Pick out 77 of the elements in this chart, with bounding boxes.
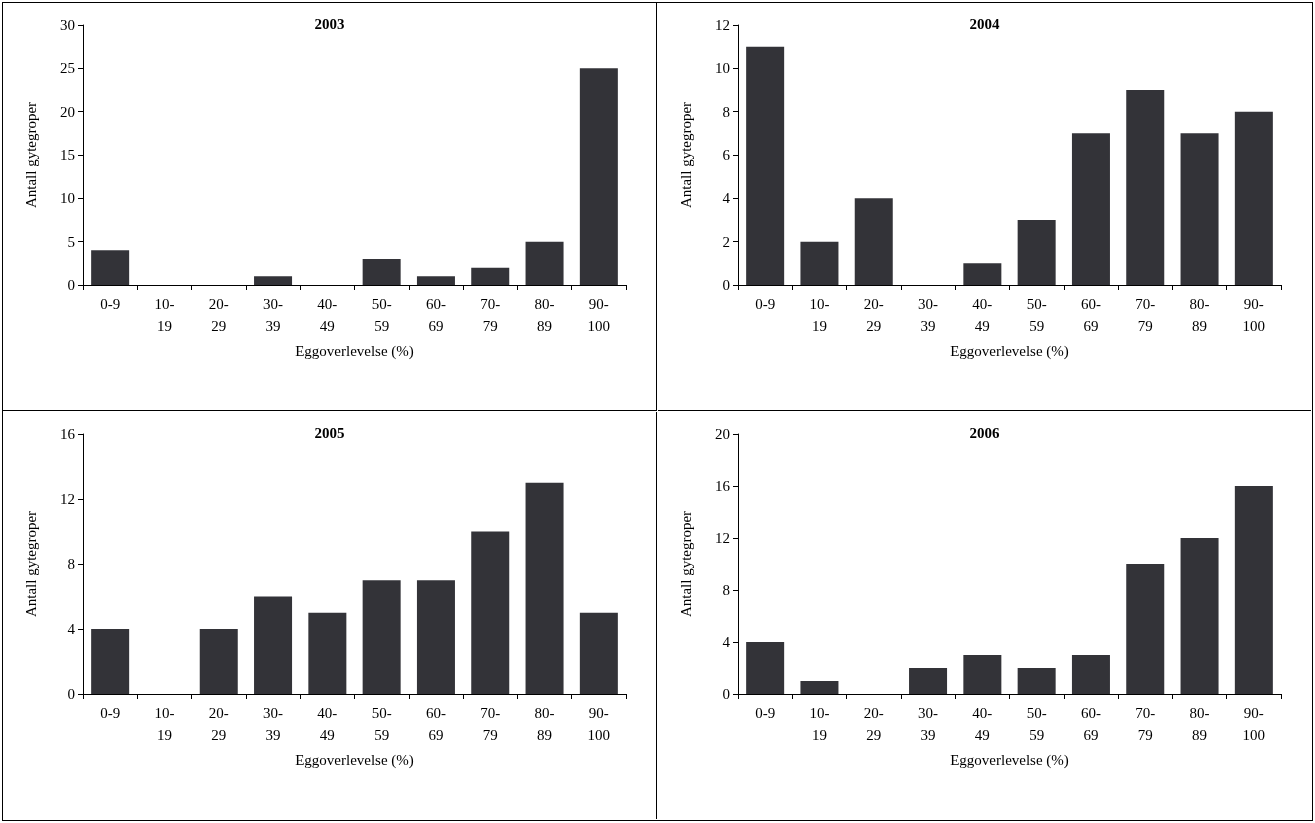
x-tick-label: 90-100 <box>587 296 611 334</box>
y-tick-label: 16 <box>715 478 731 494</box>
y-tick-label: 25 <box>60 60 75 77</box>
y-tick-label: 12 <box>715 17 730 33</box>
x-tick-label: 0-9 <box>100 705 121 721</box>
chart-title: 2006 <box>969 424 1000 441</box>
y-tick-label: 15 <box>60 147 75 163</box>
x-tick-label: 50-59 <box>1026 296 1047 334</box>
x-tick-label: 70-79 <box>1135 296 1156 334</box>
y-tick-label: 12 <box>60 491 75 507</box>
x-tick-label: 60-69 <box>425 296 446 334</box>
y-tick-label: 4 <box>722 634 731 650</box>
y-tick-label: 16 <box>60 426 76 442</box>
x-tick-label: 50-59 <box>371 705 392 743</box>
x-tick-label: 10-19 <box>154 296 175 334</box>
x-tick-label: 50-59 <box>371 296 392 334</box>
x-tick-label: 20-29 <box>208 705 229 743</box>
x-axis-title: Eggoverlevelse (%) <box>950 342 1069 360</box>
x-tick-label: 0-9 <box>755 705 776 721</box>
x-tick-label: 50-59 <box>1026 705 1047 743</box>
y-tick-label: 20 <box>715 426 730 442</box>
x-tick-label: 40-49 <box>317 296 338 334</box>
x-tick-label: 80-89 <box>534 296 555 334</box>
x-axis-title: Eggoverlevelse (%) <box>295 751 414 769</box>
y-tick-label: 5 <box>67 233 75 250</box>
x-tick-label: 0-9 <box>755 296 776 312</box>
chart-title: 2005 <box>314 424 345 441</box>
x-tick-label: 90-100 <box>1242 705 1266 743</box>
y-tick-label: 12 <box>715 530 730 546</box>
x-tick-label: 90-100 <box>587 705 611 743</box>
x-axis-title: Eggoverlevelse (%) <box>950 751 1069 769</box>
y-tick-label: 0 <box>67 277 75 293</box>
x-tick-label: 20-29 <box>863 296 884 334</box>
x-tick-label: 10-19 <box>809 705 830 743</box>
y-tick-label: 0 <box>722 686 730 702</box>
chart-title: 2003 <box>314 15 345 32</box>
y-tick-label: 8 <box>722 582 730 598</box>
x-tick-label: 60-69 <box>1080 705 1101 743</box>
y-tick-label: 6 <box>722 147 731 163</box>
y-tick-label: 4 <box>67 621 76 637</box>
y-axis-title: Antall gytegroper <box>22 101 39 209</box>
x-tick-label: 80-89 <box>1189 705 1210 743</box>
y-tick-label: 30 <box>60 17 75 33</box>
x-tick-label: 80-89 <box>534 705 555 743</box>
y-tick-label: 20 <box>60 103 75 120</box>
x-tick-label: 20-29 <box>208 296 229 334</box>
x-tick-label: 10-19 <box>154 705 175 743</box>
x-tick-label: 70-79 <box>480 705 501 743</box>
y-axis-title: Antall gytegroper <box>677 510 694 618</box>
x-tick-label: 80-89 <box>1189 296 1210 334</box>
x-axis-title: Eggoverlevelse (%) <box>295 342 414 360</box>
x-tick-label: 40-49 <box>317 705 338 743</box>
y-tick-label: 0 <box>722 277 730 293</box>
x-tick-label: 30-39 <box>918 296 939 334</box>
x-tick-label: 30-39 <box>263 296 284 334</box>
y-tick-label: 10 <box>715 60 730 77</box>
y-axis-title: Antall gytegroper <box>22 510 39 618</box>
y-tick-label: 8 <box>67 556 75 572</box>
x-tick-label: 60-69 <box>1080 296 1101 334</box>
x-tick-label: 10-19 <box>809 296 830 334</box>
chart-title: 2004 <box>969 15 1000 32</box>
y-axis-title: Antall gytegroper <box>677 101 694 209</box>
x-tick-label: 0-9 <box>100 296 121 312</box>
y-tick-label: 8 <box>722 103 730 120</box>
y-tick-label: 10 <box>60 190 75 207</box>
x-tick-label: 40-49 <box>972 705 993 743</box>
y-tick-label: 4 <box>722 190 731 207</box>
x-tick-label: 60-69 <box>425 705 446 743</box>
x-tick-label: 90-100 <box>1242 296 1266 334</box>
x-tick-label: 30-39 <box>918 705 939 743</box>
x-tick-label: 70-79 <box>1135 705 1156 743</box>
x-tick-label: 30-39 <box>263 705 284 743</box>
x-tick-label: 40-49 <box>972 296 993 334</box>
y-tick-label: 2 <box>722 233 730 250</box>
y-tick-label: 0 <box>67 686 75 702</box>
x-tick-label: 20-29 <box>863 705 884 743</box>
x-tick-label: 70-79 <box>480 296 501 334</box>
